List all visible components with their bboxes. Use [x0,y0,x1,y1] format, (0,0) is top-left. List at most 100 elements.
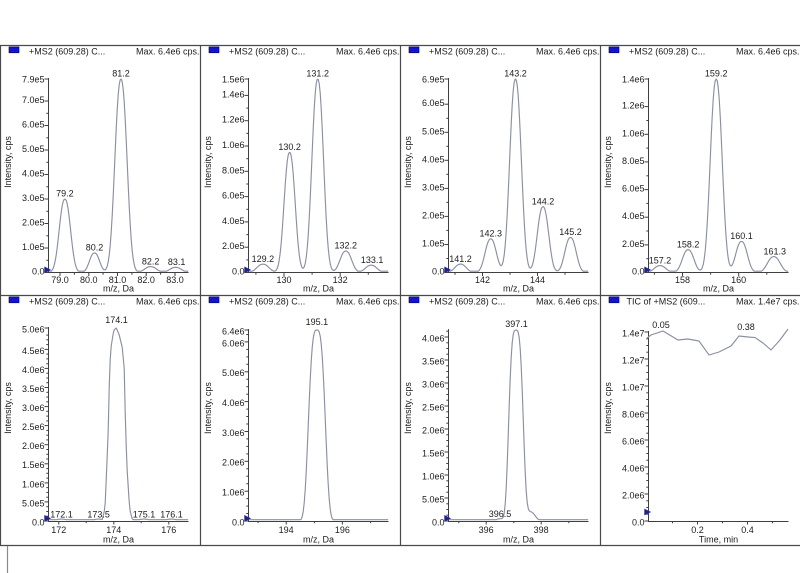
svg-text:4.0e5: 4.0e5 [422,154,445,164]
svg-text:0.0: 0.0 [32,517,45,527]
svg-text:0.0: 0.0 [32,267,45,277]
svg-text:Max. 6.4e6 cps.: Max. 6.4e6 cps. [536,296,600,306]
svg-text:4.0e6: 4.0e6 [222,398,245,408]
svg-text:Intensity, cps: Intensity, cps [203,382,213,434]
svg-text:195.1: 195.1 [306,317,329,327]
svg-text:1.0e6: 1.0e6 [22,479,45,489]
svg-text:129.2: 129.2 [252,254,275,264]
svg-text:6.0e5: 6.0e5 [622,184,645,194]
svg-text:83.0: 83.0 [166,275,184,285]
svg-text:2.0e6: 2.0e6 [622,490,645,500]
svg-text:81.2: 81.2 [112,69,130,79]
svg-text:m/z, Da: m/z, Da [103,535,134,545]
svg-text:5.0e5: 5.0e5 [22,144,45,154]
svg-text:5.0e6: 5.0e6 [222,368,245,378]
svg-text:3.0e6: 3.0e6 [22,403,45,413]
svg-text:3.0e6: 3.0e6 [222,428,245,438]
svg-text:0.0: 0.0 [632,267,645,277]
svg-text:3.5e6: 3.5e6 [22,384,45,394]
svg-text:1.2e6: 1.2e6 [222,115,245,125]
svg-text:398: 398 [534,525,549,535]
svg-text:3.0e6: 3.0e6 [422,379,445,389]
svg-text:Max. 6.4e6 cps.: Max. 6.4e6 cps. [736,46,800,56]
svg-text:82.2: 82.2 [142,256,160,266]
svg-text:4.0e5: 4.0e5 [222,216,245,226]
svg-text:172: 172 [51,525,66,535]
svg-text:7.9e5: 7.9e5 [22,74,45,84]
svg-text:+MS2 (609.28) C...: +MS2 (609.28) C... [29,296,105,306]
svg-text:8.0e6: 8.0e6 [622,409,645,419]
svg-text:2.0e5: 2.0e5 [622,239,645,249]
svg-text:1.4e6: 1.4e6 [622,74,645,84]
svg-text:6.4e6: 6.4e6 [222,326,245,336]
svg-text:1.5e6: 1.5e6 [422,448,445,458]
svg-text:0.0: 0.0 [432,517,445,527]
svg-text:2.0e5: 2.0e5 [22,218,45,228]
svg-text:157.2: 157.2 [649,255,672,265]
svg-text:145.2: 145.2 [559,227,582,237]
svg-text:3.5e6: 3.5e6 [422,356,445,366]
svg-text:1.0e7: 1.0e7 [622,382,645,392]
svg-text:79.2: 79.2 [56,189,74,199]
svg-text:3.0e5: 3.0e5 [422,182,445,192]
svg-text:+MS2 (609.28) C...: +MS2 (609.28) C... [29,46,105,56]
svg-text:Intensity, cps: Intensity, cps [203,136,213,188]
svg-text:0.0: 0.0 [232,517,245,527]
svg-text:6.0e5: 6.0e5 [222,191,245,201]
svg-text:6.0e6: 6.0e6 [222,338,245,348]
svg-text:176: 176 [161,525,176,535]
svg-text:2.5e6: 2.5e6 [22,422,45,432]
svg-text:m/z, Da: m/z, Da [503,535,534,545]
svg-text:+MS2 (609.28) C...: +MS2 (609.28) C... [229,296,305,306]
svg-text:158: 158 [675,275,690,285]
svg-text:0.4: 0.4 [741,525,754,535]
svg-text:2.0e6: 2.0e6 [422,425,445,435]
svg-text:160: 160 [731,275,746,285]
svg-text:132.2: 132.2 [335,241,358,251]
svg-text:1.4e7: 1.4e7 [622,328,645,338]
svg-text:Intensity, cps: Intensity, cps [403,136,413,188]
svg-text:144: 144 [530,275,545,285]
svg-text:5.0e5: 5.0e5 [422,494,445,504]
svg-text:81.0: 81.0 [109,275,127,285]
svg-text:1.0e6: 1.0e6 [622,128,645,138]
svg-text:396: 396 [479,525,494,535]
svg-text:Max. 6.4e6 cps.: Max. 6.4e6 cps. [536,46,600,56]
svg-text:Max. 6.4e6 cps.: Max. 6.4e6 cps. [336,296,400,306]
svg-text:4.0e5: 4.0e5 [22,169,45,179]
svg-text:196: 196 [335,525,350,535]
svg-text:7.0e5: 7.0e5 [22,95,45,105]
svg-text:80.0: 80.0 [80,275,98,285]
svg-text:+MS2 (609.28) C...: +MS2 (609.28) C... [629,46,705,56]
svg-text:83.1: 83.1 [168,257,186,267]
svg-text:4.0e6: 4.0e6 [422,333,445,343]
svg-text:1.0e5: 1.0e5 [422,239,445,249]
svg-text:130: 130 [276,275,291,285]
svg-text:6.0e5: 6.0e5 [22,120,45,130]
svg-text:4.5e6: 4.5e6 [22,346,45,356]
svg-text:142.3: 142.3 [480,229,503,239]
svg-text:1.0e5: 1.0e5 [22,242,45,252]
svg-text:m/z, Da: m/z, Da [103,284,134,294]
svg-text:142: 142 [475,275,490,285]
svg-text:1.0e6: 1.0e6 [222,140,245,150]
svg-text:1.5e6: 1.5e6 [222,74,245,84]
svg-text:1.0e6: 1.0e6 [422,471,445,481]
svg-text:2.5e6: 2.5e6 [422,402,445,412]
svg-text:TIC of +MS2 (609...: TIC of +MS2 (609... [627,296,706,306]
svg-text:Max. 1.4e7 cps.: Max. 1.4e7 cps. [736,296,800,306]
svg-text:2.0e6: 2.0e6 [22,441,45,451]
svg-text:194: 194 [279,525,294,535]
svg-text:1.4e6: 1.4e6 [222,89,245,99]
svg-text:143.2: 143.2 [504,69,527,79]
svg-text:0.2: 0.2 [691,525,704,535]
svg-text:0.0: 0.0 [432,267,445,277]
svg-text:175.1: 175.1 [133,510,156,520]
svg-text:0.0: 0.0 [232,267,245,277]
svg-text:4.0e5: 4.0e5 [622,211,645,221]
svg-text:1.2e6: 1.2e6 [622,101,645,111]
svg-text:130.2: 130.2 [278,142,301,152]
svg-text:Intensity, cps: Intensity, cps [3,136,13,188]
svg-text:Intensity, cps: Intensity, cps [603,382,613,434]
svg-text:174.1: 174.1 [105,315,128,325]
